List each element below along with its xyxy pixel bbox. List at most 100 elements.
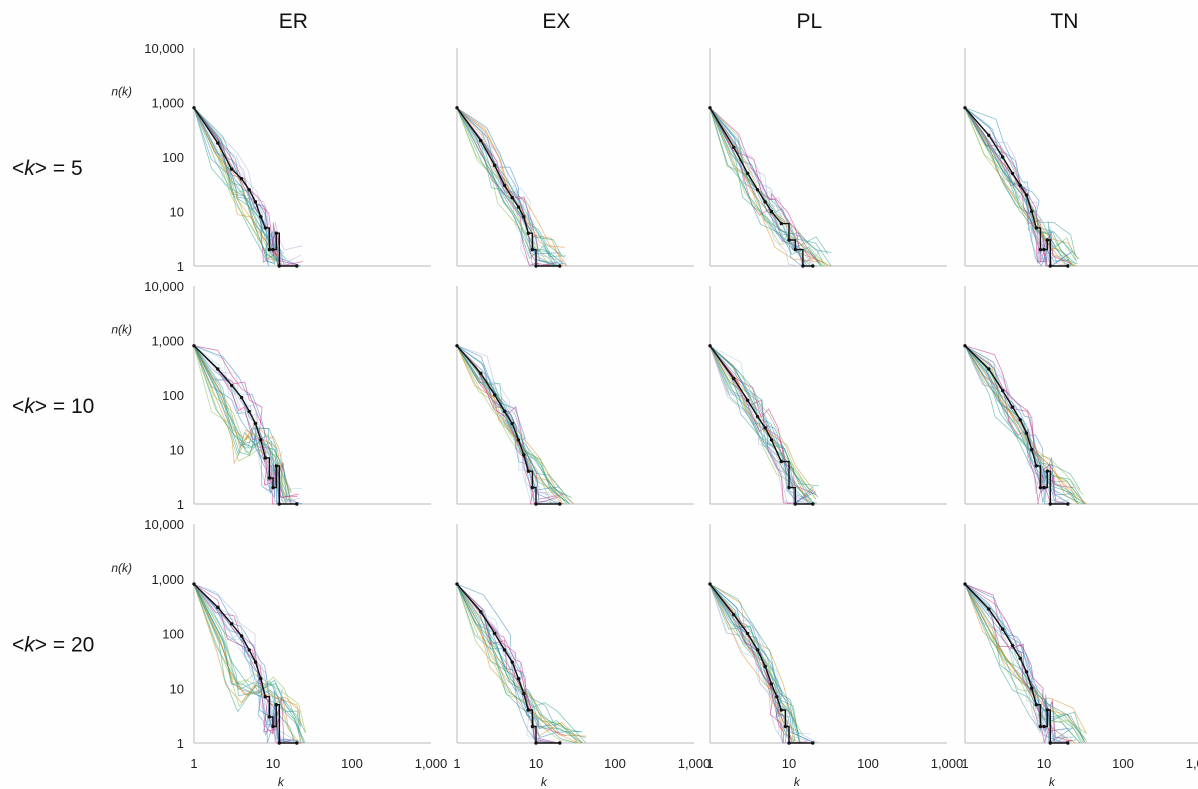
reference-point: [271, 247, 275, 252]
ensemble-line: [456, 583, 583, 744]
ensemble-line: [456, 345, 575, 505]
row-label-1: <k> = 10: [12, 395, 94, 418]
column-title-er: ER: [279, 10, 308, 33]
ensemble-line: [456, 107, 563, 264]
x-tick-label: 1,000: [678, 756, 711, 771]
reference-point: [987, 607, 991, 611]
ensemble-line: [709, 583, 801, 744]
reference-point: [295, 741, 299, 745]
ensemble-line: [193, 345, 292, 492]
ensemble-line: [964, 583, 1072, 742]
reference-point: [263, 695, 268, 699]
reference-point: [745, 398, 750, 402]
reference-point: [516, 205, 521, 209]
reference-point: [1000, 388, 1005, 393]
y-axis-label: n(k): [111, 561, 132, 575]
reference-point: [1042, 485, 1046, 490]
ensemble-line: [709, 583, 798, 727]
ensemble-line: [193, 345, 284, 499]
y-tick-label: 10,000: [144, 41, 184, 56]
reference-point: [510, 421, 514, 426]
reference-point: [479, 610, 483, 614]
reference-point: [793, 247, 797, 252]
ensemble-line: [193, 583, 298, 744]
reference-point: [516, 676, 521, 681]
column-title-tn: TN: [1050, 10, 1078, 33]
ensemble-line: [193, 583, 300, 734]
ensemble-line: [193, 345, 303, 505]
ensemble-line: [964, 583, 1071, 732]
ensemble-line: [456, 107, 558, 267]
ensemble-line: [709, 107, 827, 267]
reference-point: [534, 502, 538, 506]
ensemble-line: [709, 345, 814, 505]
ensemble-line: [456, 107, 556, 267]
reference-point: [1066, 741, 1070, 745]
ensemble-line: [709, 345, 812, 505]
ensemble-line: [456, 345, 562, 505]
ensemble-line: [964, 107, 1069, 267]
reference-point: [239, 634, 244, 638]
reference-point: [492, 393, 497, 397]
reference-point: [1024, 431, 1029, 435]
ensemble-line: [193, 107, 282, 263]
ensemble-line: [456, 107, 565, 248]
ensemble-line: [456, 583, 581, 744]
reference-point: [1030, 447, 1034, 452]
reference-point: [732, 145, 736, 150]
reference-point: [1000, 155, 1005, 159]
y-tick-label: 10: [170, 443, 184, 458]
reference-point: [779, 459, 784, 464]
ensemble-line: [964, 345, 1080, 505]
ensemble-line: [193, 107, 295, 267]
reference-point: [963, 106, 967, 110]
reference-point: [1048, 502, 1052, 506]
y-tick-label: 10,000: [144, 279, 184, 294]
ensemble-line: [709, 107, 817, 259]
reference-point: [1010, 171, 1015, 176]
reference-point: [1045, 469, 1049, 473]
ensemble-line: [964, 107, 1077, 262]
reference-point: [708, 344, 712, 348]
reference-point: [492, 631, 497, 636]
x-tick-label: 100: [857, 756, 879, 771]
reference-point: [745, 171, 750, 176]
x-tick-label: 100: [341, 756, 363, 771]
reference-point: [229, 622, 234, 626]
row-label-2: <k> = 20: [12, 634, 94, 657]
reference-point: [763, 664, 767, 669]
reference-point: [783, 724, 788, 729]
reference-point: [1030, 209, 1034, 214]
reference-point: [216, 367, 220, 371]
reference-point: [216, 605, 220, 610]
y-tick-label: 10: [170, 205, 184, 220]
ensemble-line: [964, 583, 1081, 744]
ensemble-line: [709, 345, 817, 505]
reference-point: [1038, 485, 1043, 490]
reference-point: [1038, 247, 1043, 252]
ensemble-line: [709, 583, 807, 744]
reference-point: [769, 209, 774, 214]
reference-point: [253, 200, 258, 204]
ensemble-line: [456, 345, 568, 498]
reference-point: [755, 414, 760, 419]
x-tick-label: 10: [529, 756, 543, 771]
reference-point: [259, 215, 263, 219]
reference-line: [709, 107, 813, 267]
reference-point: [775, 695, 779, 699]
ensemble-line: [964, 107, 1064, 267]
x-tick-label: 1: [453, 756, 460, 771]
reference-point: [259, 438, 263, 442]
reference-point: [239, 176, 244, 181]
ensemble-line: [456, 583, 579, 744]
ensemble-line: [964, 345, 1084, 496]
reference-point: [267, 715, 272, 719]
reference-point: [192, 344, 196, 348]
reference-point: [1048, 741, 1052, 745]
reference-point: [455, 106, 459, 110]
reference-point: [732, 613, 736, 617]
column-title-ex: EX: [542, 10, 570, 33]
ensemble-line: [709, 345, 817, 505]
ensemble-line: [456, 107, 556, 267]
